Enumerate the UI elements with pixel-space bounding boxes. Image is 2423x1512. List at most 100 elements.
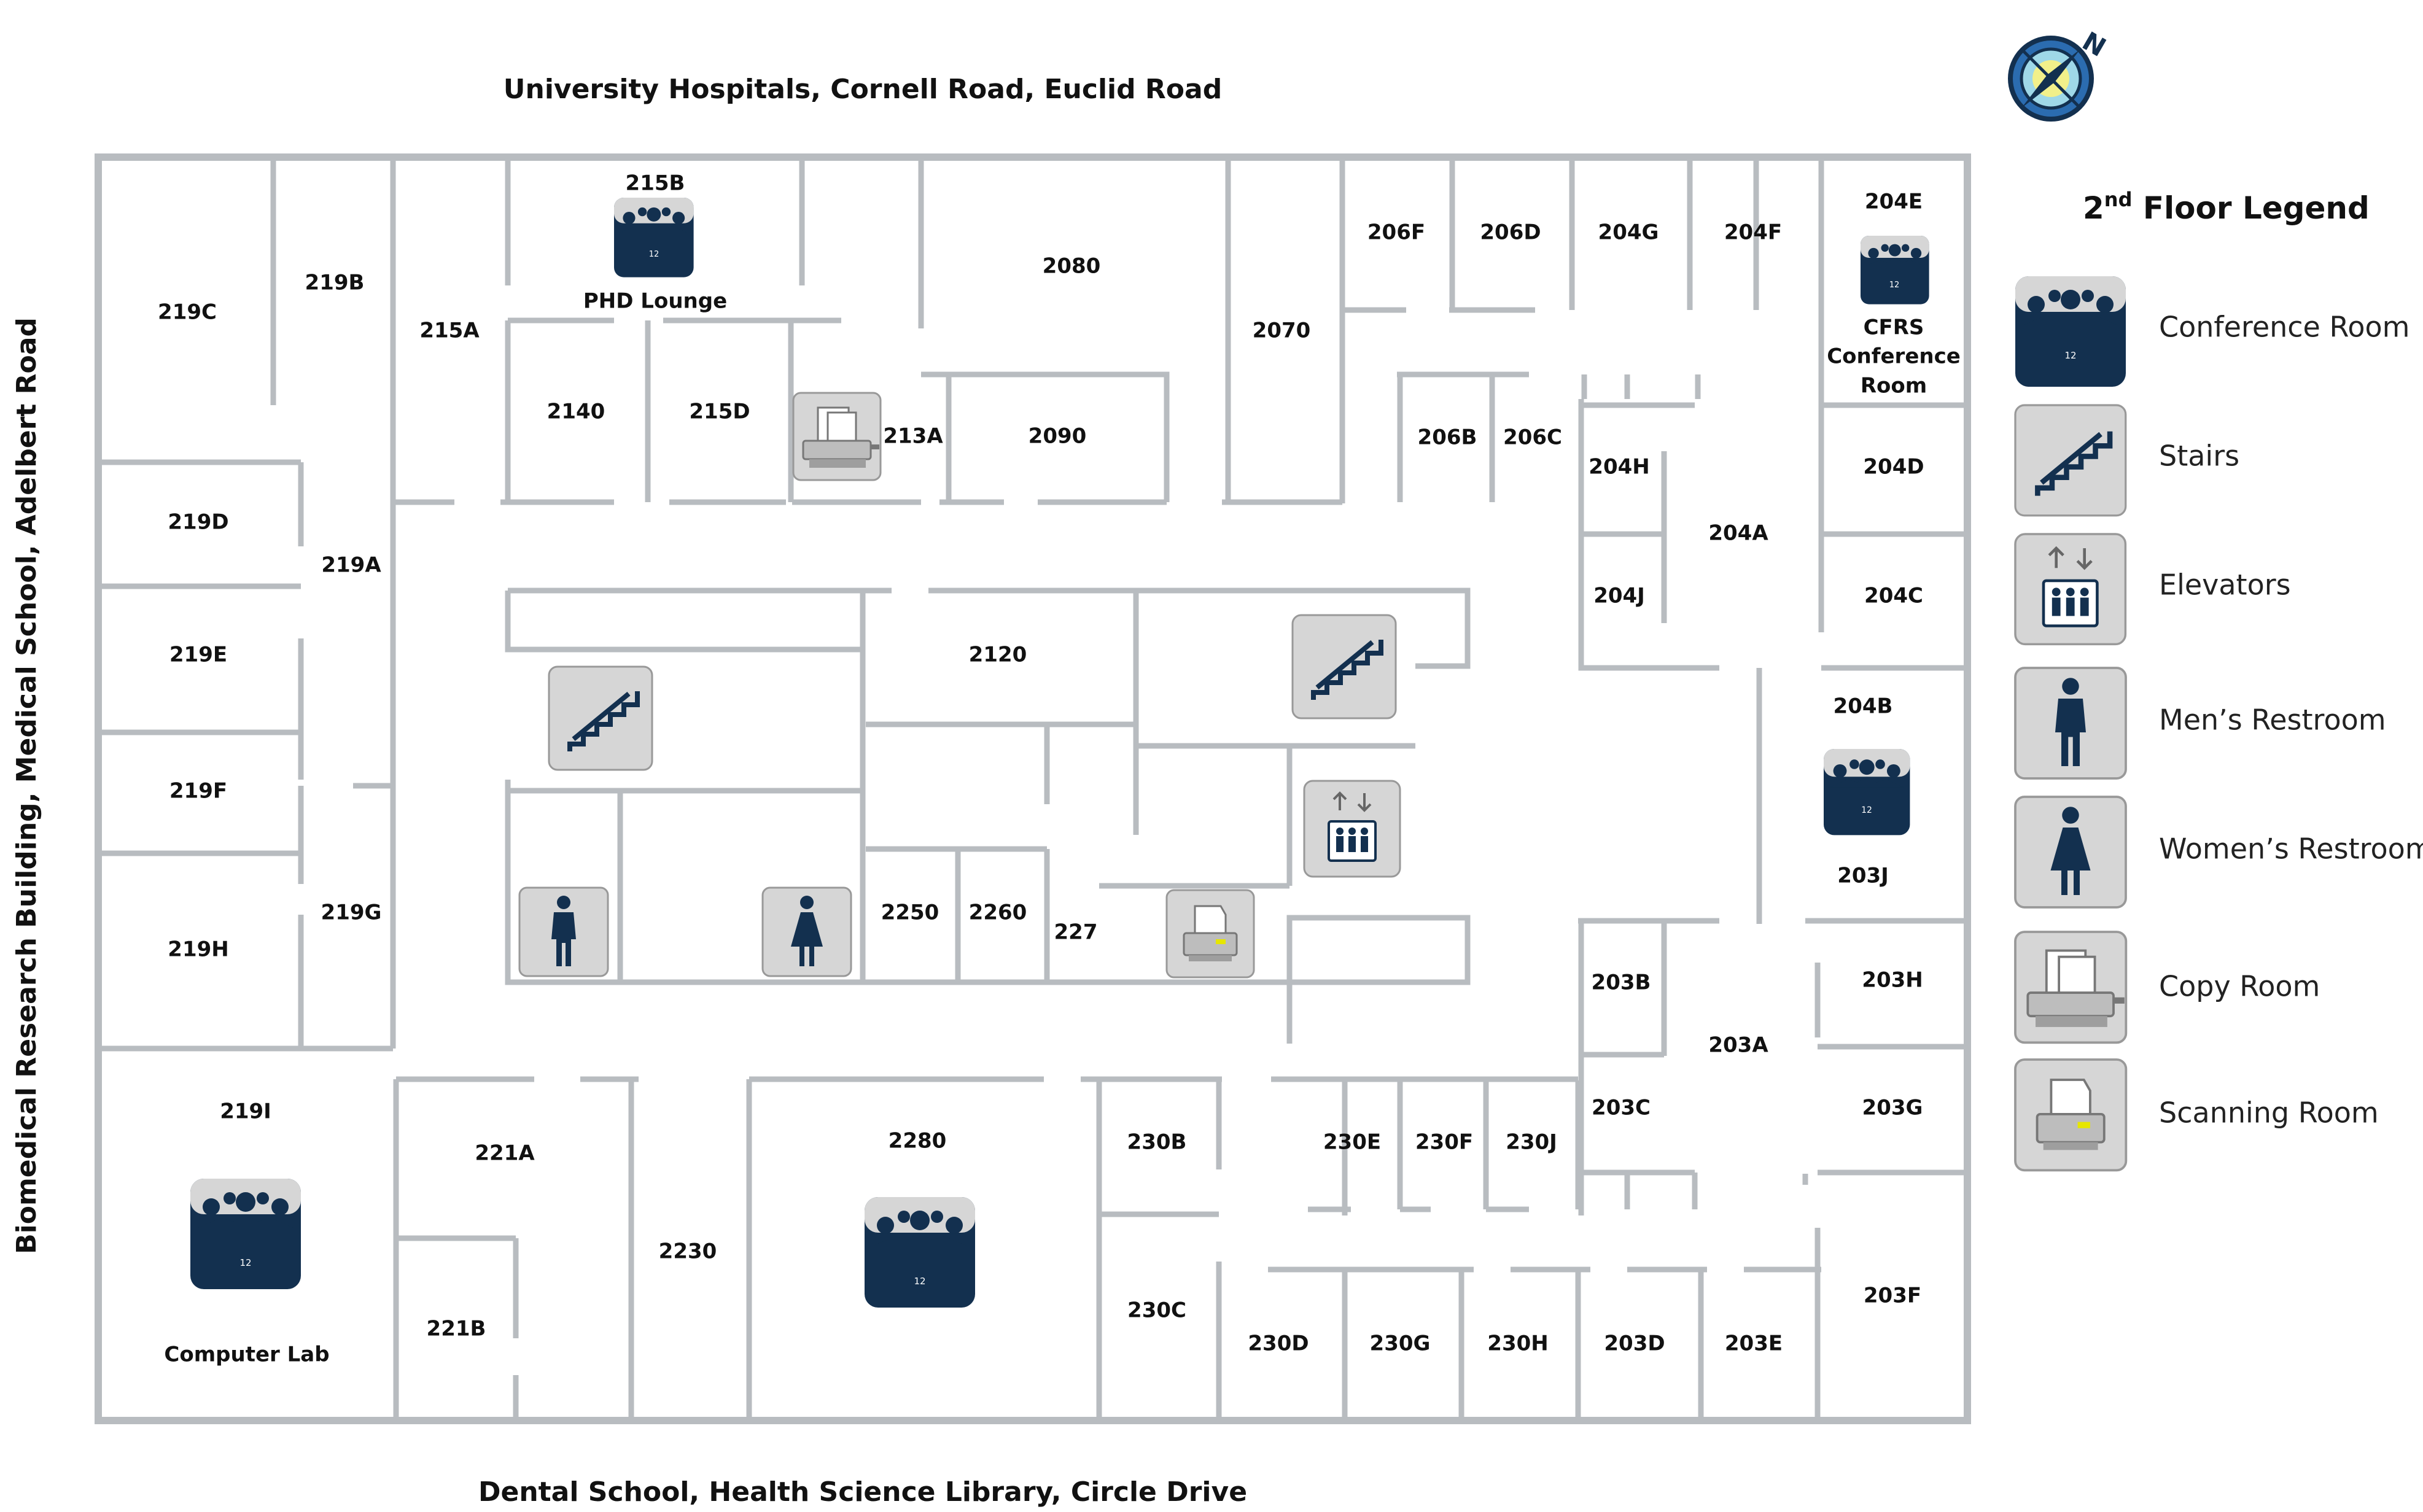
room-219D: 219D xyxy=(168,510,228,535)
cfrs-conference-icon xyxy=(1861,236,1929,304)
room-219G: 219G xyxy=(321,901,382,925)
room-2120: 2120 xyxy=(969,643,1027,667)
room-204F: 204F xyxy=(1724,220,1782,245)
room-2090: 2090 xyxy=(1029,424,1087,449)
computer-lab-capacity: 12 xyxy=(239,1257,251,1268)
room-219C: 219C xyxy=(158,300,217,325)
room-203C: 203C xyxy=(1592,1096,1651,1120)
room-computer-lab: Computer Lab xyxy=(164,1343,329,1367)
room-2280: 2280 xyxy=(889,1129,947,1153)
scanning-room-icon xyxy=(1165,889,1255,979)
mens-restroom-icon xyxy=(518,886,609,977)
room-219E: 219E xyxy=(169,643,227,667)
room-2080: 2080 xyxy=(1043,254,1101,279)
room-230B: 230B xyxy=(1127,1130,1187,1155)
room-203H: 203H xyxy=(1862,968,1923,993)
2280-conference-icon xyxy=(865,1197,975,1308)
room-203F: 203F xyxy=(1864,1284,1921,1308)
room-227: 227 xyxy=(1054,920,1098,945)
room-206D: 206D xyxy=(1480,220,1541,245)
room-204H: 204H xyxy=(1589,455,1649,479)
legend-scanning-room-icon xyxy=(2014,1058,2128,1172)
east-stairs-icon xyxy=(1293,615,1396,718)
street-left: Biomedical Research Building, Medical Sc… xyxy=(11,317,42,1254)
room-219A: 219A xyxy=(321,553,381,578)
room-215D: 215D xyxy=(689,400,750,424)
room-219H: 219H xyxy=(168,937,228,962)
room-cfrs-1: CFRS xyxy=(1864,316,1924,340)
204b-capacity: 12 xyxy=(1861,805,1872,815)
room-230F: 230F xyxy=(1415,1130,1473,1155)
phd-lounge-conference-icon xyxy=(614,198,694,277)
room-cfrs-2: Conference xyxy=(1827,344,1961,369)
west-stairs-icon xyxy=(549,667,652,770)
room-203D: 203D xyxy=(1604,1332,1665,1356)
room-203J: 203J xyxy=(1837,864,1889,888)
room-219B: 219B xyxy=(305,271,365,295)
street-top: University Hospitals, Cornell Road, Eucl… xyxy=(504,74,1222,105)
phd-lounge-capacity: 12 xyxy=(649,250,659,259)
room-203G: 203G xyxy=(1862,1096,1923,1120)
room-204A: 204A xyxy=(1708,521,1768,546)
room-230E: 230E xyxy=(1323,1130,1381,1155)
room-2230: 2230 xyxy=(659,1239,717,1264)
elevator-icon xyxy=(1303,780,1401,878)
room-219I: 219I xyxy=(220,1099,271,1124)
legend-womens-restroom-icon xyxy=(2014,796,2127,909)
room-206C: 206C xyxy=(1503,425,1562,450)
legend-mens-restroom-icon xyxy=(2014,667,2127,780)
legend-conference-capacity: 12 xyxy=(2064,350,2076,361)
legend-title: 2nd Floor Legend xyxy=(2083,188,2370,226)
room-cfrs-3: Room xyxy=(1861,374,1927,398)
204b-conference-icon xyxy=(1824,749,1910,835)
legend-stairs-icon xyxy=(2015,405,2126,516)
room-204J: 204J xyxy=(1593,584,1645,608)
womens-restroom-icon xyxy=(761,886,852,977)
legend-label-mens-restroom: Men’s Restroom xyxy=(2159,704,2386,737)
legend-label-conference: Conference Room xyxy=(2159,311,2409,344)
computer-lab-conference-icon xyxy=(190,1179,301,1289)
room-230H: 230H xyxy=(1487,1332,1548,1356)
room-230J: 230J xyxy=(1506,1130,1557,1155)
room-215A: 215A xyxy=(419,319,480,343)
room-230C: 230C xyxy=(1127,1298,1186,1323)
room-203E: 203E xyxy=(1725,1332,1783,1356)
room-204C: 204C xyxy=(1864,584,1923,608)
legend-label-elevators: Elevators xyxy=(2159,568,2291,602)
room-203B: 203B xyxy=(1592,971,1651,995)
room-2070: 2070 xyxy=(1253,319,1311,343)
street-bottom: Dental School, Health Science Library, C… xyxy=(478,1476,1247,1508)
legend-copy-room-icon xyxy=(2014,931,2128,1044)
room-204D: 204D xyxy=(1863,455,1924,479)
room-203A: 203A xyxy=(1708,1033,1768,1058)
room-230G: 230G xyxy=(1370,1332,1431,1356)
floor-legend: 2nd Floor Legend 12 Conference Room Stai… xyxy=(2014,188,2423,1172)
building-walls xyxy=(95,157,1971,1424)
room-213A: 213A xyxy=(883,424,943,449)
legend-conference-icon xyxy=(2015,276,2126,387)
room-labels: 219C 219B 215A 215B PHD Lounge 2140 215D… xyxy=(158,171,1961,1367)
cfrs-capacity: 12 xyxy=(1889,281,1900,290)
room-2250: 2250 xyxy=(881,901,939,925)
room-2260: 2260 xyxy=(969,901,1027,925)
compass-icon: N xyxy=(2008,26,2111,122)
room-204G: 204G xyxy=(1598,220,1659,245)
room-221B: 221B xyxy=(427,1317,486,1341)
legend-elevator-icon xyxy=(2015,534,2125,644)
room-215B: 215B xyxy=(626,171,685,196)
legend-label-copy-room: Copy Room xyxy=(2159,970,2320,1003)
room-230D: 230D xyxy=(1248,1332,1309,1356)
room-2140: 2140 xyxy=(547,400,605,424)
copy-room-icon xyxy=(792,392,882,481)
room-219F: 219F xyxy=(169,779,227,804)
room-221A: 221A xyxy=(475,1141,535,1166)
legend-label-scanning-room: Scanning Room xyxy=(2159,1096,2379,1130)
legend-label-womens-restroom: Women’s Restroom xyxy=(2159,832,2423,866)
room-206F: 206F xyxy=(1367,220,1425,245)
legend-label-stairs: Stairs xyxy=(2159,440,2239,473)
room-206B: 206B xyxy=(1418,425,1477,450)
2280-capacity: 12 xyxy=(914,1276,925,1287)
room-phd-lounge: PHD Lounge xyxy=(583,289,727,314)
room-204E: 204E xyxy=(1865,190,1923,214)
